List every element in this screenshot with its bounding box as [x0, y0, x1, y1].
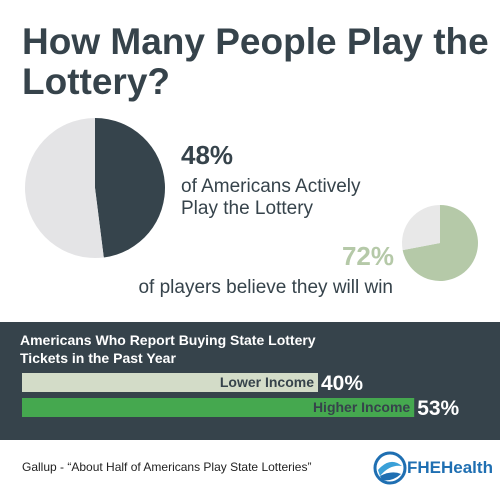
- value-label: 48%: [181, 140, 233, 170]
- pie-slice: [402, 205, 478, 281]
- pie-slice: [402, 205, 440, 251]
- pie-slice: [95, 118, 166, 258]
- value-label: 72%: [342, 241, 394, 271]
- annotation: of players believe they will win: [138, 277, 393, 298]
- source: Gallup - “About Half of Americans Play S…: [22, 460, 312, 474]
- value-label: 40%: [321, 372, 363, 395]
- logo-icon: [373, 451, 407, 485]
- value-label: 53%: [417, 397, 459, 420]
- title: How Many People Play the Lottery?: [22, 21, 489, 102]
- bar: [22, 398, 415, 417]
- annotation: of Americans Actively Play the Lottery: [181, 176, 361, 219]
- bar: [22, 373, 318, 392]
- category-label: Higher Income: [313, 399, 410, 415]
- logo: FHEHealth: [407, 458, 493, 477]
- pie-slice: [25, 118, 104, 258]
- bar-chart-title: Americans Who Report Buying State Lotter…: [20, 332, 316, 366]
- category-label: Lower Income: [220, 374, 314, 390]
